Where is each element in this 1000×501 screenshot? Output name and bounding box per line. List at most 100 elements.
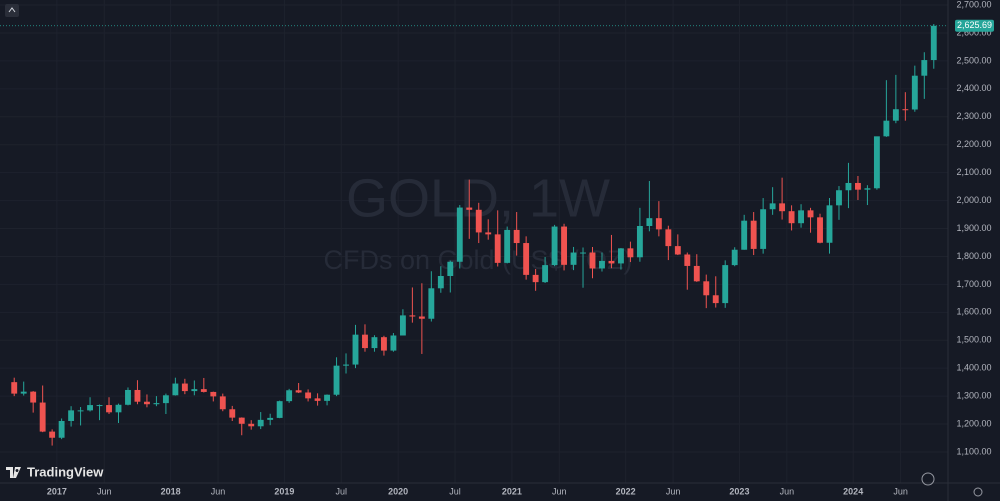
brand-logo: TradingView	[6, 464, 104, 479]
x-tick-label: 2017	[47, 486, 67, 496]
candle-body	[77, 410, 84, 412]
candle-body	[276, 401, 283, 418]
candle-body	[760, 209, 767, 249]
candle-body	[845, 182, 852, 191]
y-tick-label: 2,200.00	[956, 139, 991, 149]
candle-body	[447, 261, 454, 276]
candle-body	[229, 409, 236, 418]
candle-body	[892, 109, 899, 121]
y-tick-label: 1,200.00	[956, 418, 991, 428]
candle-body	[295, 390, 302, 393]
candle-body	[883, 120, 890, 137]
y-tick-label: 1,800.00	[956, 251, 991, 261]
candle-body	[722, 265, 729, 304]
y-tick-label: 1,500.00	[956, 335, 991, 345]
settings-icon[interactable]	[973, 487, 983, 497]
candle-body	[418, 316, 425, 319]
candle-body	[162, 395, 169, 404]
collapse-icon	[8, 7, 16, 13]
candle-body	[684, 254, 691, 266]
candle-body	[589, 252, 596, 269]
candle-body	[11, 382, 18, 394]
candle-body	[911, 75, 918, 110]
candle-body	[362, 334, 368, 349]
candle-body	[87, 405, 93, 411]
candle-body	[58, 420, 65, 438]
candle-body	[494, 234, 501, 263]
candle-body	[172, 383, 179, 396]
y-tick-label: 1,400.00	[956, 363, 991, 373]
candle-body	[798, 210, 804, 224]
candle-body	[741, 220, 748, 250]
candle-body	[817, 217, 823, 243]
candle-body	[248, 423, 255, 427]
candle-body	[381, 337, 387, 351]
candle-body	[779, 203, 786, 212]
candle-body	[646, 218, 653, 226]
candle-body	[39, 402, 46, 432]
candle-body	[352, 334, 359, 365]
candle-body	[930, 25, 937, 61]
candle-body	[836, 190, 842, 206]
collapse-button[interactable]	[5, 4, 19, 17]
brand-name: TradingView	[27, 464, 104, 479]
y-tick-label: 2,600.00	[956, 27, 991, 37]
y-tick-label: 1,700.00	[956, 279, 991, 289]
candle-body	[542, 265, 549, 283]
y-tick-label: 2,500.00	[956, 55, 991, 65]
candle-body	[267, 417, 274, 420]
x-tick-label: 2020	[388, 486, 408, 496]
candle-body	[219, 396, 226, 410]
candle-body	[153, 403, 160, 405]
candle-body	[125, 389, 131, 405]
candle-body	[608, 260, 615, 264]
x-tick-label: Jun	[893, 486, 908, 496]
candle-body	[750, 220, 757, 249]
last-price-tag	[955, 19, 994, 32]
x-tick-label: 2019	[274, 486, 294, 496]
y-tick-label: 2,000.00	[956, 195, 991, 205]
candle-body	[191, 389, 198, 392]
candle-body	[343, 364, 349, 366]
candle-body	[873, 136, 880, 189]
candle-body	[618, 248, 624, 264]
candle-body	[485, 232, 492, 235]
candle-body	[902, 109, 909, 111]
candle-body	[428, 288, 435, 319]
last-price-label: 2,625.69	[957, 20, 992, 30]
y-tick-label: 2,400.00	[956, 83, 991, 93]
grid	[0, 0, 948, 483]
x-tick-label: Jun	[552, 486, 567, 496]
candle-body	[807, 210, 814, 218]
candle-body	[674, 246, 681, 255]
candle-body	[921, 60, 928, 76]
x-tick-label: Jul	[336, 486, 348, 496]
candle-body	[371, 337, 378, 349]
candle-body	[437, 276, 444, 289]
candle-body	[788, 211, 795, 224]
x-tick-label: 2021	[502, 486, 522, 496]
candle-body	[210, 391, 217, 397]
candle-body	[712, 295, 719, 304]
x-tick-label: Jun	[211, 486, 226, 496]
candle-body	[513, 229, 520, 244]
replay-icon[interactable]	[921, 472, 935, 486]
candle-body	[769, 203, 776, 210]
candle-body	[257, 419, 264, 427]
plot	[0, 24, 948, 446]
x-tick-label: 2024	[843, 486, 863, 496]
candle-body	[115, 404, 122, 413]
y-tick-label: 2,100.00	[956, 167, 991, 177]
x-tick-label: Jul	[449, 486, 461, 496]
candle-body	[144, 401, 150, 405]
candle-body	[238, 417, 245, 424]
candle-body	[703, 281, 710, 296]
y-tick-label: 1,900.00	[956, 223, 991, 233]
x-tick-label: 2023	[729, 486, 749, 496]
candle-body	[599, 260, 605, 269]
candle-body	[286, 390, 293, 402]
candle-body	[551, 226, 558, 266]
candle-body	[655, 218, 662, 230]
logo-icon	[6, 467, 21, 478]
candle-body	[466, 207, 473, 210]
